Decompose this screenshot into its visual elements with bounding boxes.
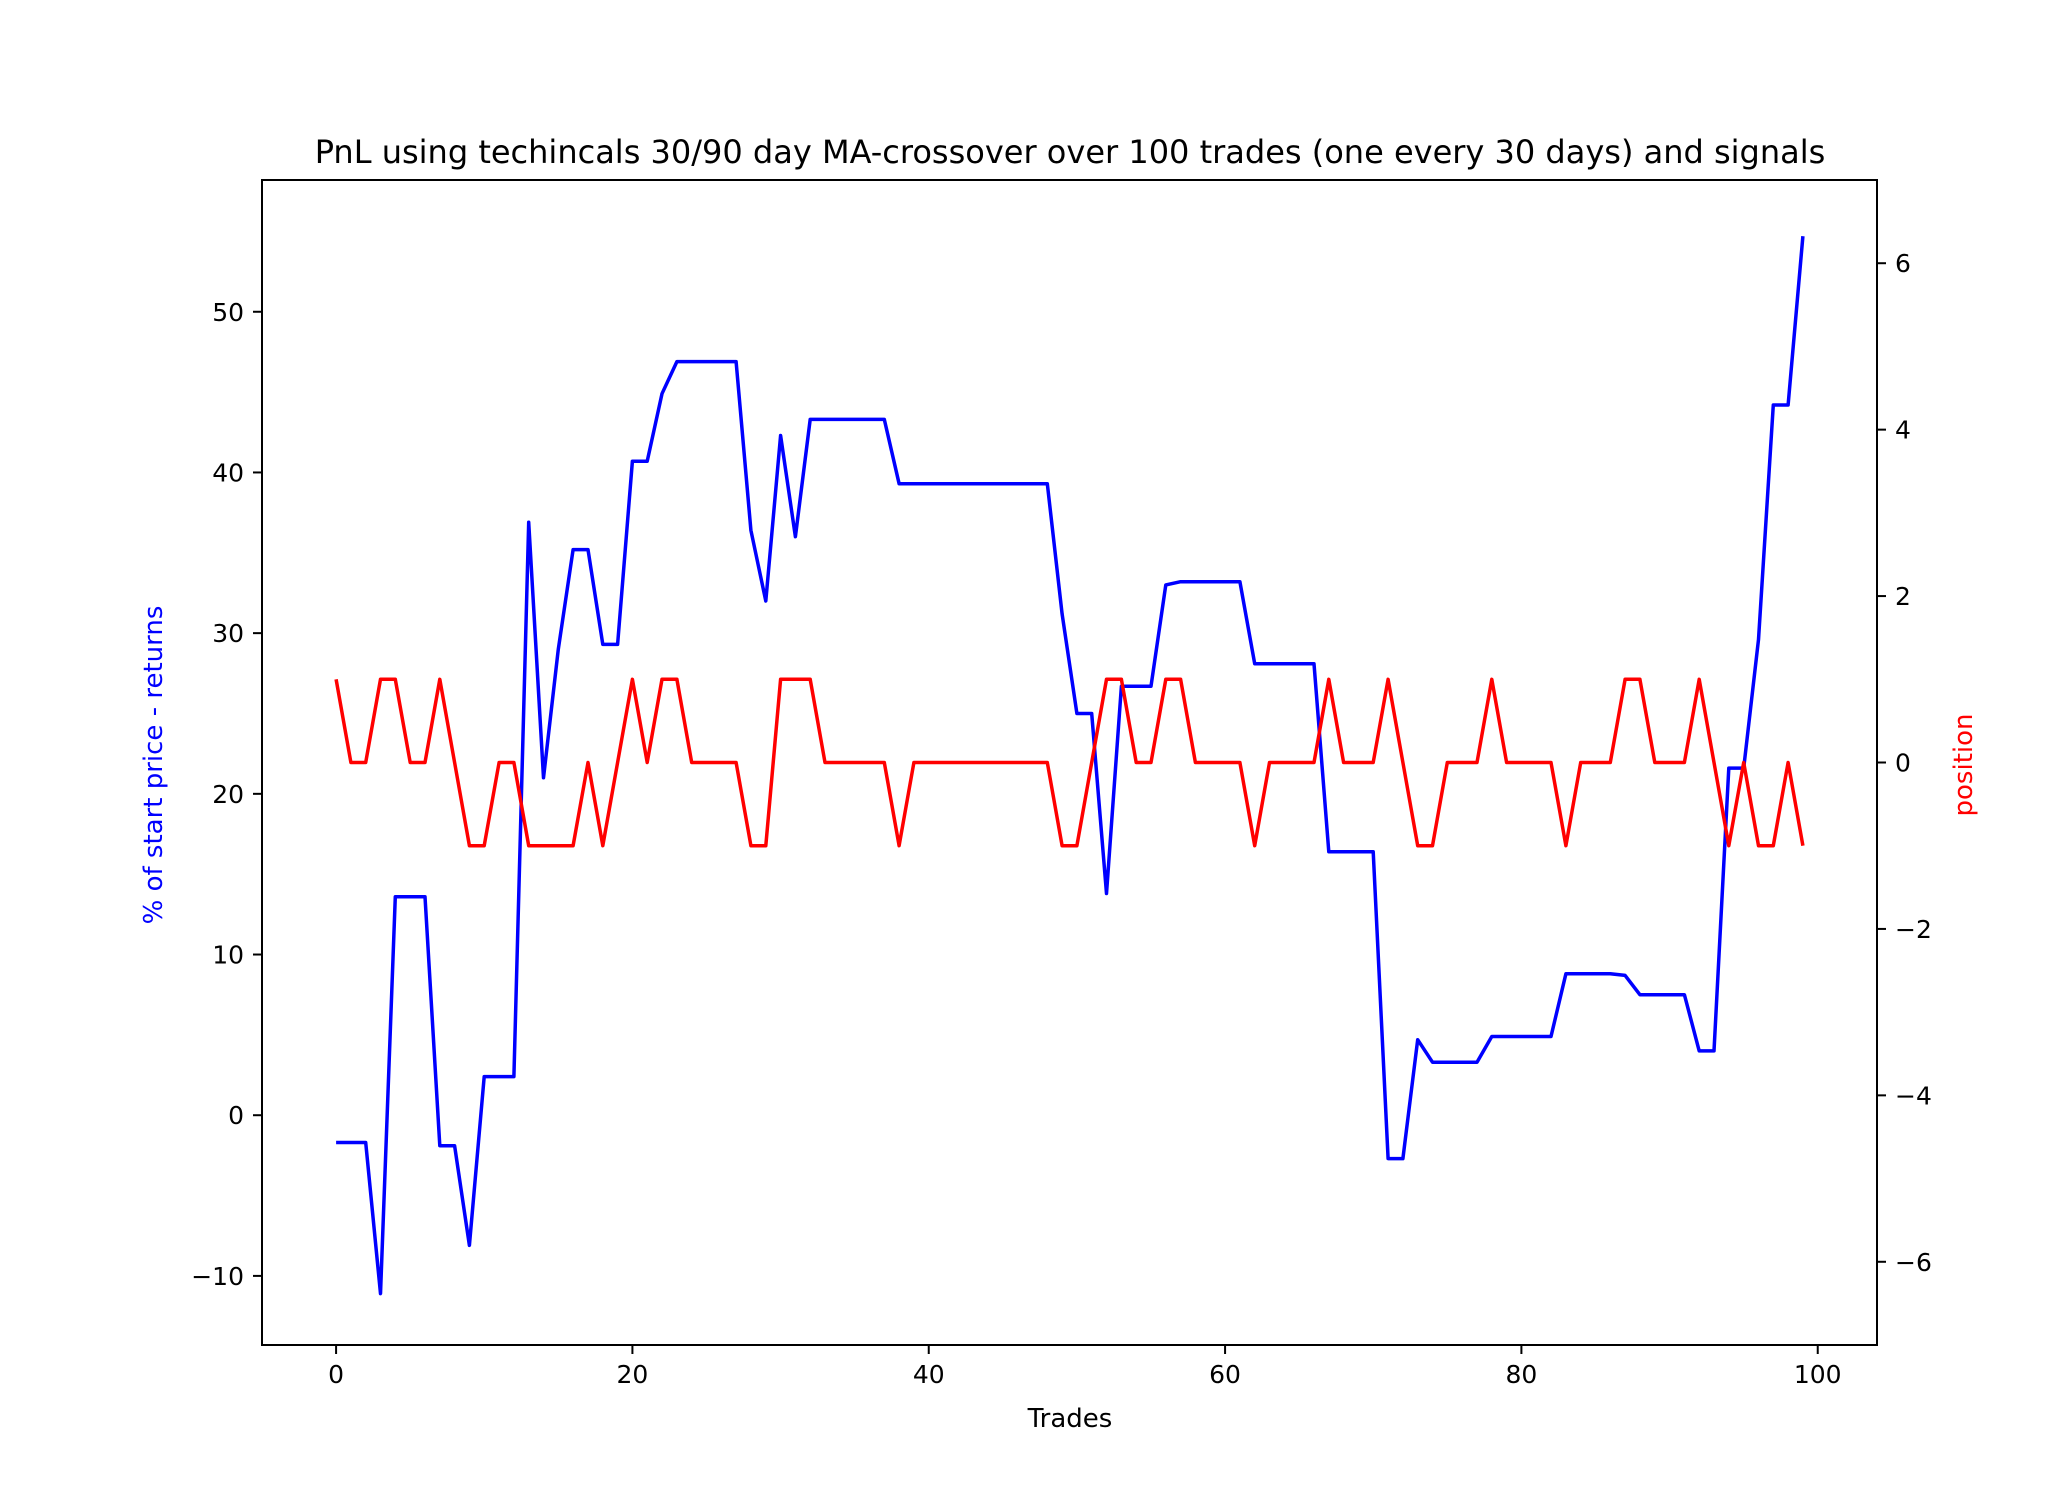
y2-tick-label: 2	[1895, 582, 1911, 611]
axes: 0 20 40 60 80 100 −10 0 10 20 30 40 50 −6 −4 −2 0 2 4 6	[191, 179, 1932, 1389]
y-tick-label: 50	[212, 298, 244, 327]
y-tick-label: 0	[228, 1101, 244, 1130]
x-tick-label: 80	[1505, 1360, 1537, 1389]
chart-title: PnL using techincals 30/90 day MA-crosso…	[315, 133, 1826, 171]
returns-series-line	[336, 236, 1805, 1296]
y-tick-label: 40	[212, 458, 244, 487]
y-tick-label: 20	[212, 780, 244, 809]
y-tick-label: 10	[212, 941, 244, 970]
y2-tick-label: 4	[1895, 416, 1911, 445]
x-tick-label: 60	[1209, 1360, 1241, 1389]
y2-tick-label: −2	[1895, 915, 1932, 944]
plot-area	[334, 236, 1805, 1296]
y2-tick-label: −6	[1895, 1248, 1932, 1277]
position-series-line	[334, 677, 1805, 848]
x-tick-label: 0	[328, 1360, 344, 1389]
y2-tick-label: 0	[1895, 749, 1911, 778]
y2-tick-label: 6	[1895, 249, 1911, 278]
x-tick-label: 40	[913, 1360, 945, 1389]
y-tick-label: −10	[191, 1262, 244, 1291]
y-axis-title: % of start price - returns	[139, 606, 169, 925]
x-tick-label: 100	[1794, 1360, 1842, 1389]
y2-tick-label: −4	[1895, 1081, 1932, 1110]
x-axis-title: Trades	[1027, 1404, 1113, 1434]
y2-axis-title: position	[1949, 714, 1979, 817]
y-tick-label: 30	[212, 619, 244, 648]
x-tick-label: 20	[617, 1360, 649, 1389]
